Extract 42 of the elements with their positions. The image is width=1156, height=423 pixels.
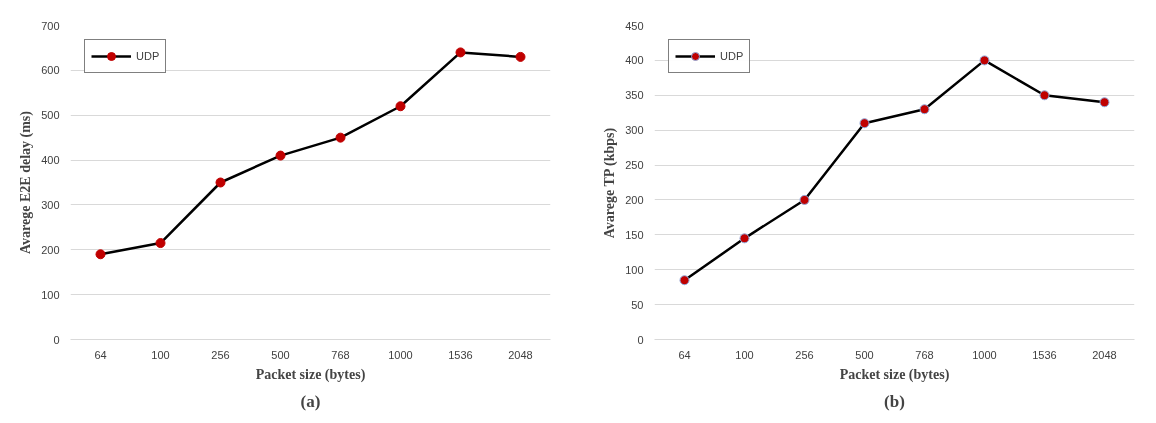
y-tick-label: 100 bbox=[625, 263, 644, 276]
x-tick-label: 2048 bbox=[508, 348, 533, 361]
y-tick-label: 250 bbox=[625, 159, 644, 172]
x-tick-label: 100 bbox=[735, 348, 754, 361]
x-tick-label: 768 bbox=[915, 348, 934, 361]
y-tick-label: 500 bbox=[41, 109, 60, 122]
x-tick-label: 64 bbox=[94, 348, 107, 361]
x-tick-label: 1536 bbox=[448, 348, 473, 361]
y-tick-label: 0 bbox=[637, 333, 644, 346]
x-tick-label: 1000 bbox=[972, 348, 997, 361]
y-tick-label: 100 bbox=[41, 288, 60, 301]
y-tick-label: 200 bbox=[41, 243, 60, 256]
y-tick-label: 200 bbox=[625, 193, 644, 206]
y-tick-label: 300 bbox=[625, 124, 644, 137]
y-tick-label: 150 bbox=[625, 228, 644, 241]
y-tick-label: 450 bbox=[625, 19, 644, 32]
y-tick-label: 50 bbox=[631, 298, 644, 311]
text: (a) bbox=[300, 391, 321, 411]
x-tick-label: 256 bbox=[211, 348, 230, 361]
x-tick-label: 64 bbox=[678, 348, 691, 361]
y-tick-label: 400 bbox=[41, 154, 60, 167]
y-tick-label: 400 bbox=[625, 54, 644, 67]
y-tick-label: 700 bbox=[41, 19, 60, 32]
x-tick-label: 500 bbox=[271, 348, 290, 361]
x-tick-label: 1000 bbox=[388, 348, 413, 361]
y-tick-label: 0 bbox=[53, 333, 60, 346]
y-tick-label: 600 bbox=[41, 64, 60, 77]
x-axis-title: Packet size (bytes) bbox=[839, 366, 950, 383]
y-tick-label: 350 bbox=[625, 89, 644, 102]
y-axis-title: Avarege TP (kbps) bbox=[602, 127, 619, 239]
y-tick-label: 300 bbox=[41, 198, 60, 211]
x-tick-label: 100 bbox=[151, 348, 170, 361]
legend-label: UDP bbox=[720, 50, 744, 62]
x-tick-label: 500 bbox=[855, 348, 874, 361]
x-axis-title: Packet size (bytes) bbox=[255, 366, 366, 383]
x-tick-label: 768 bbox=[331, 348, 350, 361]
text: (b) bbox=[884, 391, 905, 411]
y-axis-title: Avarege E2E delay (ms) bbox=[18, 110, 35, 254]
legend-label: UDP bbox=[136, 50, 160, 62]
x-tick-label: 256 bbox=[795, 348, 814, 361]
x-tick-label: 1536 bbox=[1032, 348, 1057, 361]
x-tick-label: 2048 bbox=[1092, 348, 1117, 361]
